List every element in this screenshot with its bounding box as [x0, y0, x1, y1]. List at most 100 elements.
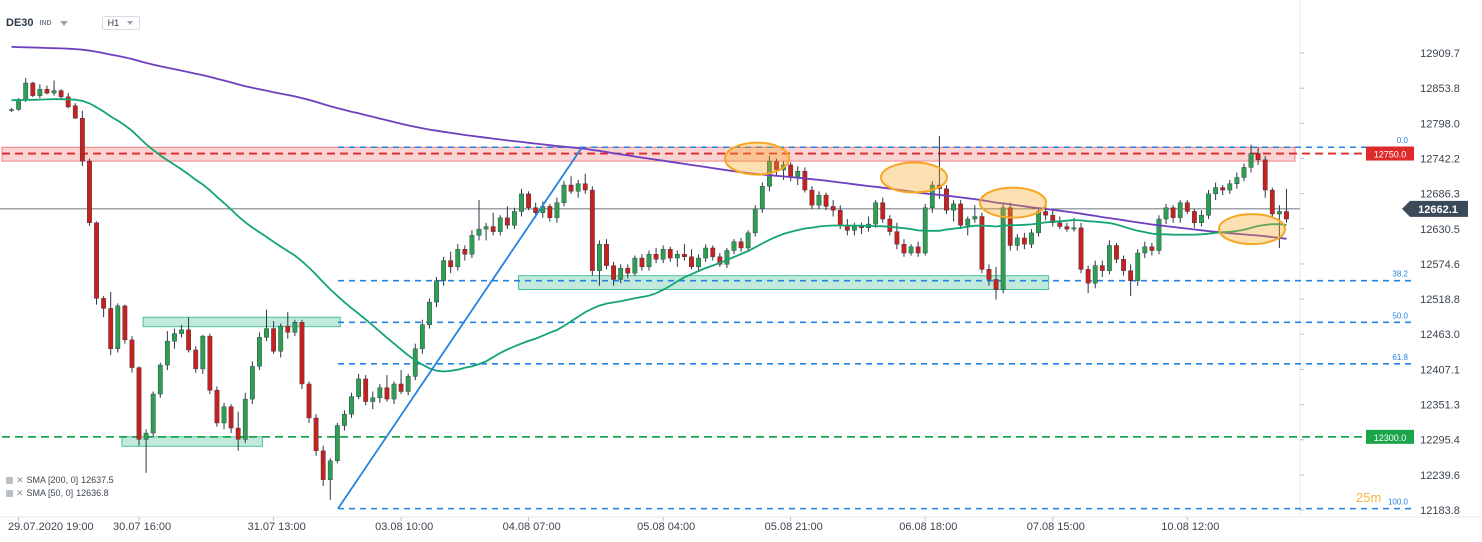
candle-body-up: [759, 186, 765, 210]
candle-body-down: [384, 387, 390, 400]
x-tick-label: 04.08 07:00: [503, 521, 561, 533]
y-tick-label: 12853.8: [1420, 83, 1460, 95]
highlight-ellipse: [880, 161, 948, 194]
candle-body-up: [646, 254, 652, 268]
levels-layer: 0.0 38.2 50.0 61.8 100.0 12750.0 12300.0: [0, 136, 1414, 510]
candle-body-up: [242, 398, 248, 440]
candle-body-up: [249, 366, 255, 400]
candle-body-up: [1092, 265, 1098, 284]
candle-body-up: [1106, 245, 1112, 271]
candle-body-up: [292, 322, 298, 333]
settings-icon[interactable]: [6, 490, 13, 497]
x-tick-label: 05.08 21:00: [765, 521, 823, 533]
candle-body-down: [589, 189, 595, 271]
candle-body-down: [1021, 237, 1027, 245]
candle-body-down: [993, 279, 999, 290]
candle-body-down: [568, 184, 574, 192]
candle-body-up: [1014, 237, 1020, 246]
candle-body-up: [257, 337, 262, 367]
legend-item-sma50[interactable]: ✕ SMA [50, 0] 12636.8: [6, 487, 114, 500]
highlight-ellipse: [1218, 213, 1286, 246]
candle-body-down: [1191, 211, 1197, 223]
candle-body-up: [334, 425, 340, 461]
candle-body-up: [1227, 183, 1233, 191]
fibonacci-level-label: 61.8: [1392, 353, 1408, 362]
candle-body-up: [1142, 246, 1148, 254]
watermark-logo: 25m: [1356, 490, 1381, 505]
candle-body-down: [65, 96, 71, 108]
candle-body-down: [299, 322, 305, 385]
candle-body-down: [809, 189, 815, 206]
candle-body-down: [667, 249, 673, 259]
candle-body-up: [1199, 215, 1204, 223]
candle-body-down: [79, 118, 85, 162]
legend-sma50-label: SMA [50, 0]: [26, 488, 74, 498]
candle-body-down: [774, 160, 779, 171]
candle-body-up: [519, 193, 524, 212]
candle-body-up: [512, 211, 517, 226]
instrument-type: IND: [39, 19, 52, 27]
candle-body-up: [412, 348, 418, 377]
y-tick-label: 12351.3: [1420, 400, 1460, 412]
candle-body-up: [1000, 207, 1006, 290]
close-icon[interactable]: ✕: [16, 488, 24, 498]
highlight-ellipse: [724, 141, 790, 176]
candle-body-down: [1064, 226, 1070, 230]
grid-layer: [0, 0, 1482, 518]
candle-body-up: [483, 226, 489, 230]
timeframe-dropdown[interactable]: H1: [101, 16, 141, 30]
zones-layer: [1, 146, 1296, 447]
horizontal-level-tag: [1366, 429, 1414, 444]
candle-body-up: [349, 396, 354, 415]
horizontal-level-tag: [1366, 146, 1414, 161]
fibonacci-level-label: 38.2: [1392, 270, 1408, 279]
candle-body-down: [717, 256, 723, 265]
candle-body-down: [901, 243, 907, 254]
candle-body-down: [504, 217, 510, 226]
candle-body-up: [264, 328, 269, 338]
candle-body-up: [1241, 167, 1247, 178]
candle-body-down: [1099, 265, 1105, 271]
candle-body-down: [887, 218, 893, 232]
candle-body-up: [391, 383, 397, 400]
candle-body-up: [575, 183, 581, 192]
candle-body-down: [1043, 211, 1049, 216]
candle-body-down: [1085, 269, 1091, 284]
candle-body-up: [1234, 177, 1240, 184]
candle-body-up: [618, 267, 624, 280]
fibonacci-level-label: 100.0: [1388, 498, 1409, 507]
candle-body-down: [625, 267, 631, 274]
candle-body-up: [419, 324, 425, 349]
symbol-selector[interactable]: DE30 IND H1: [6, 14, 141, 32]
candle-body-up: [115, 305, 121, 349]
x-tick-label: 10.08 12:00: [1161, 521, 1219, 533]
settings-icon[interactable]: [6, 477, 13, 484]
candle-body-down: [1057, 222, 1063, 227]
candle-body-down: [58, 90, 64, 98]
close-icon[interactable]: ✕: [16, 475, 24, 485]
candle-body-up: [469, 235, 475, 255]
sma-200-line: [11, 45, 1287, 240]
candle-body-down: [533, 207, 539, 213]
candle-body-up: [561, 184, 567, 203]
candle-body-down: [710, 247, 716, 257]
candle-body-up: [405, 376, 411, 392]
candle-body-down: [363, 378, 369, 402]
y-tick-label: 12295.4: [1420, 435, 1460, 447]
horizontal-level-tag-label: 12300.0: [1374, 433, 1407, 443]
timeframe-value: H1: [107, 18, 120, 28]
candle-body-down: [136, 367, 142, 440]
candle-body-down: [1184, 202, 1190, 212]
axes-layer: 12909.7 12853.8 12798.0 12742.2 12686.3 12630…: [8, 48, 1468, 533]
candle-body-up: [172, 333, 177, 342]
candle-body-down: [44, 89, 50, 94]
candle-body-up: [554, 202, 560, 218]
candle-body-up: [873, 202, 879, 225]
chevron-down-icon[interactable]: [59, 20, 68, 26]
candle-body-down: [94, 222, 99, 299]
fibonacci-trend-line: [337, 146, 583, 510]
candle-body-up: [441, 260, 446, 281]
candle-body-up: [816, 194, 822, 206]
legend-item-sma200[interactable]: ✕ SMA [200, 0] 12637.5: [6, 474, 114, 487]
